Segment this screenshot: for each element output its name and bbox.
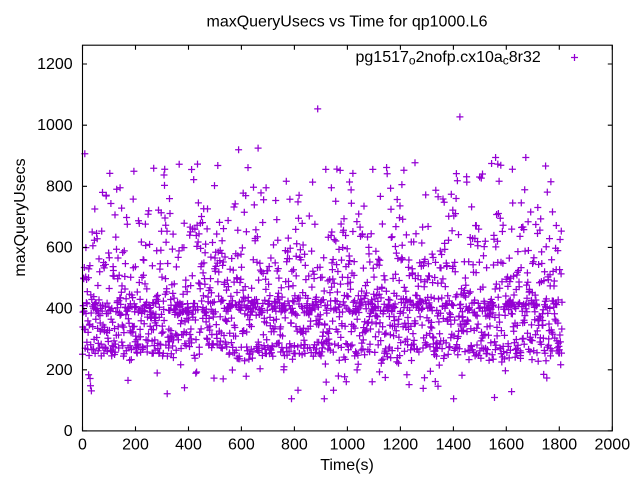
svg-text:Time(s): Time(s) — [320, 457, 374, 474]
svg-text:800: 800 — [46, 178, 73, 195]
svg-text:400: 400 — [175, 437, 202, 454]
svg-text:maxQueryUsecs vs Time for qp10: maxQueryUsecs vs Time for qp1000.L6 — [206, 14, 487, 31]
svg-text:1000: 1000 — [330, 437, 366, 454]
svg-text:pg1517o2nofp.cx10ac8r32: pg1517o2nofp.cx10ac8r32 — [356, 49, 541, 68]
svg-text:maxQueryUsecs: maxQueryUsecs — [12, 158, 29, 276]
svg-text:1400: 1400 — [436, 437, 472, 454]
svg-text:1800: 1800 — [542, 437, 578, 454]
svg-text:1200: 1200 — [37, 56, 73, 73]
svg-text:200: 200 — [122, 437, 149, 454]
svg-text:400: 400 — [46, 301, 73, 318]
svg-text:0: 0 — [64, 423, 73, 440]
svg-text:1200: 1200 — [383, 437, 419, 454]
svg-text:800: 800 — [281, 437, 308, 454]
svg-text:2000: 2000 — [595, 437, 631, 454]
svg-text:1000: 1000 — [37, 117, 73, 134]
svg-text:1600: 1600 — [489, 437, 525, 454]
svg-text:600: 600 — [46, 239, 73, 256]
svg-text:200: 200 — [46, 362, 73, 379]
svg-text:600: 600 — [228, 437, 255, 454]
svg-text:0: 0 — [78, 437, 87, 454]
